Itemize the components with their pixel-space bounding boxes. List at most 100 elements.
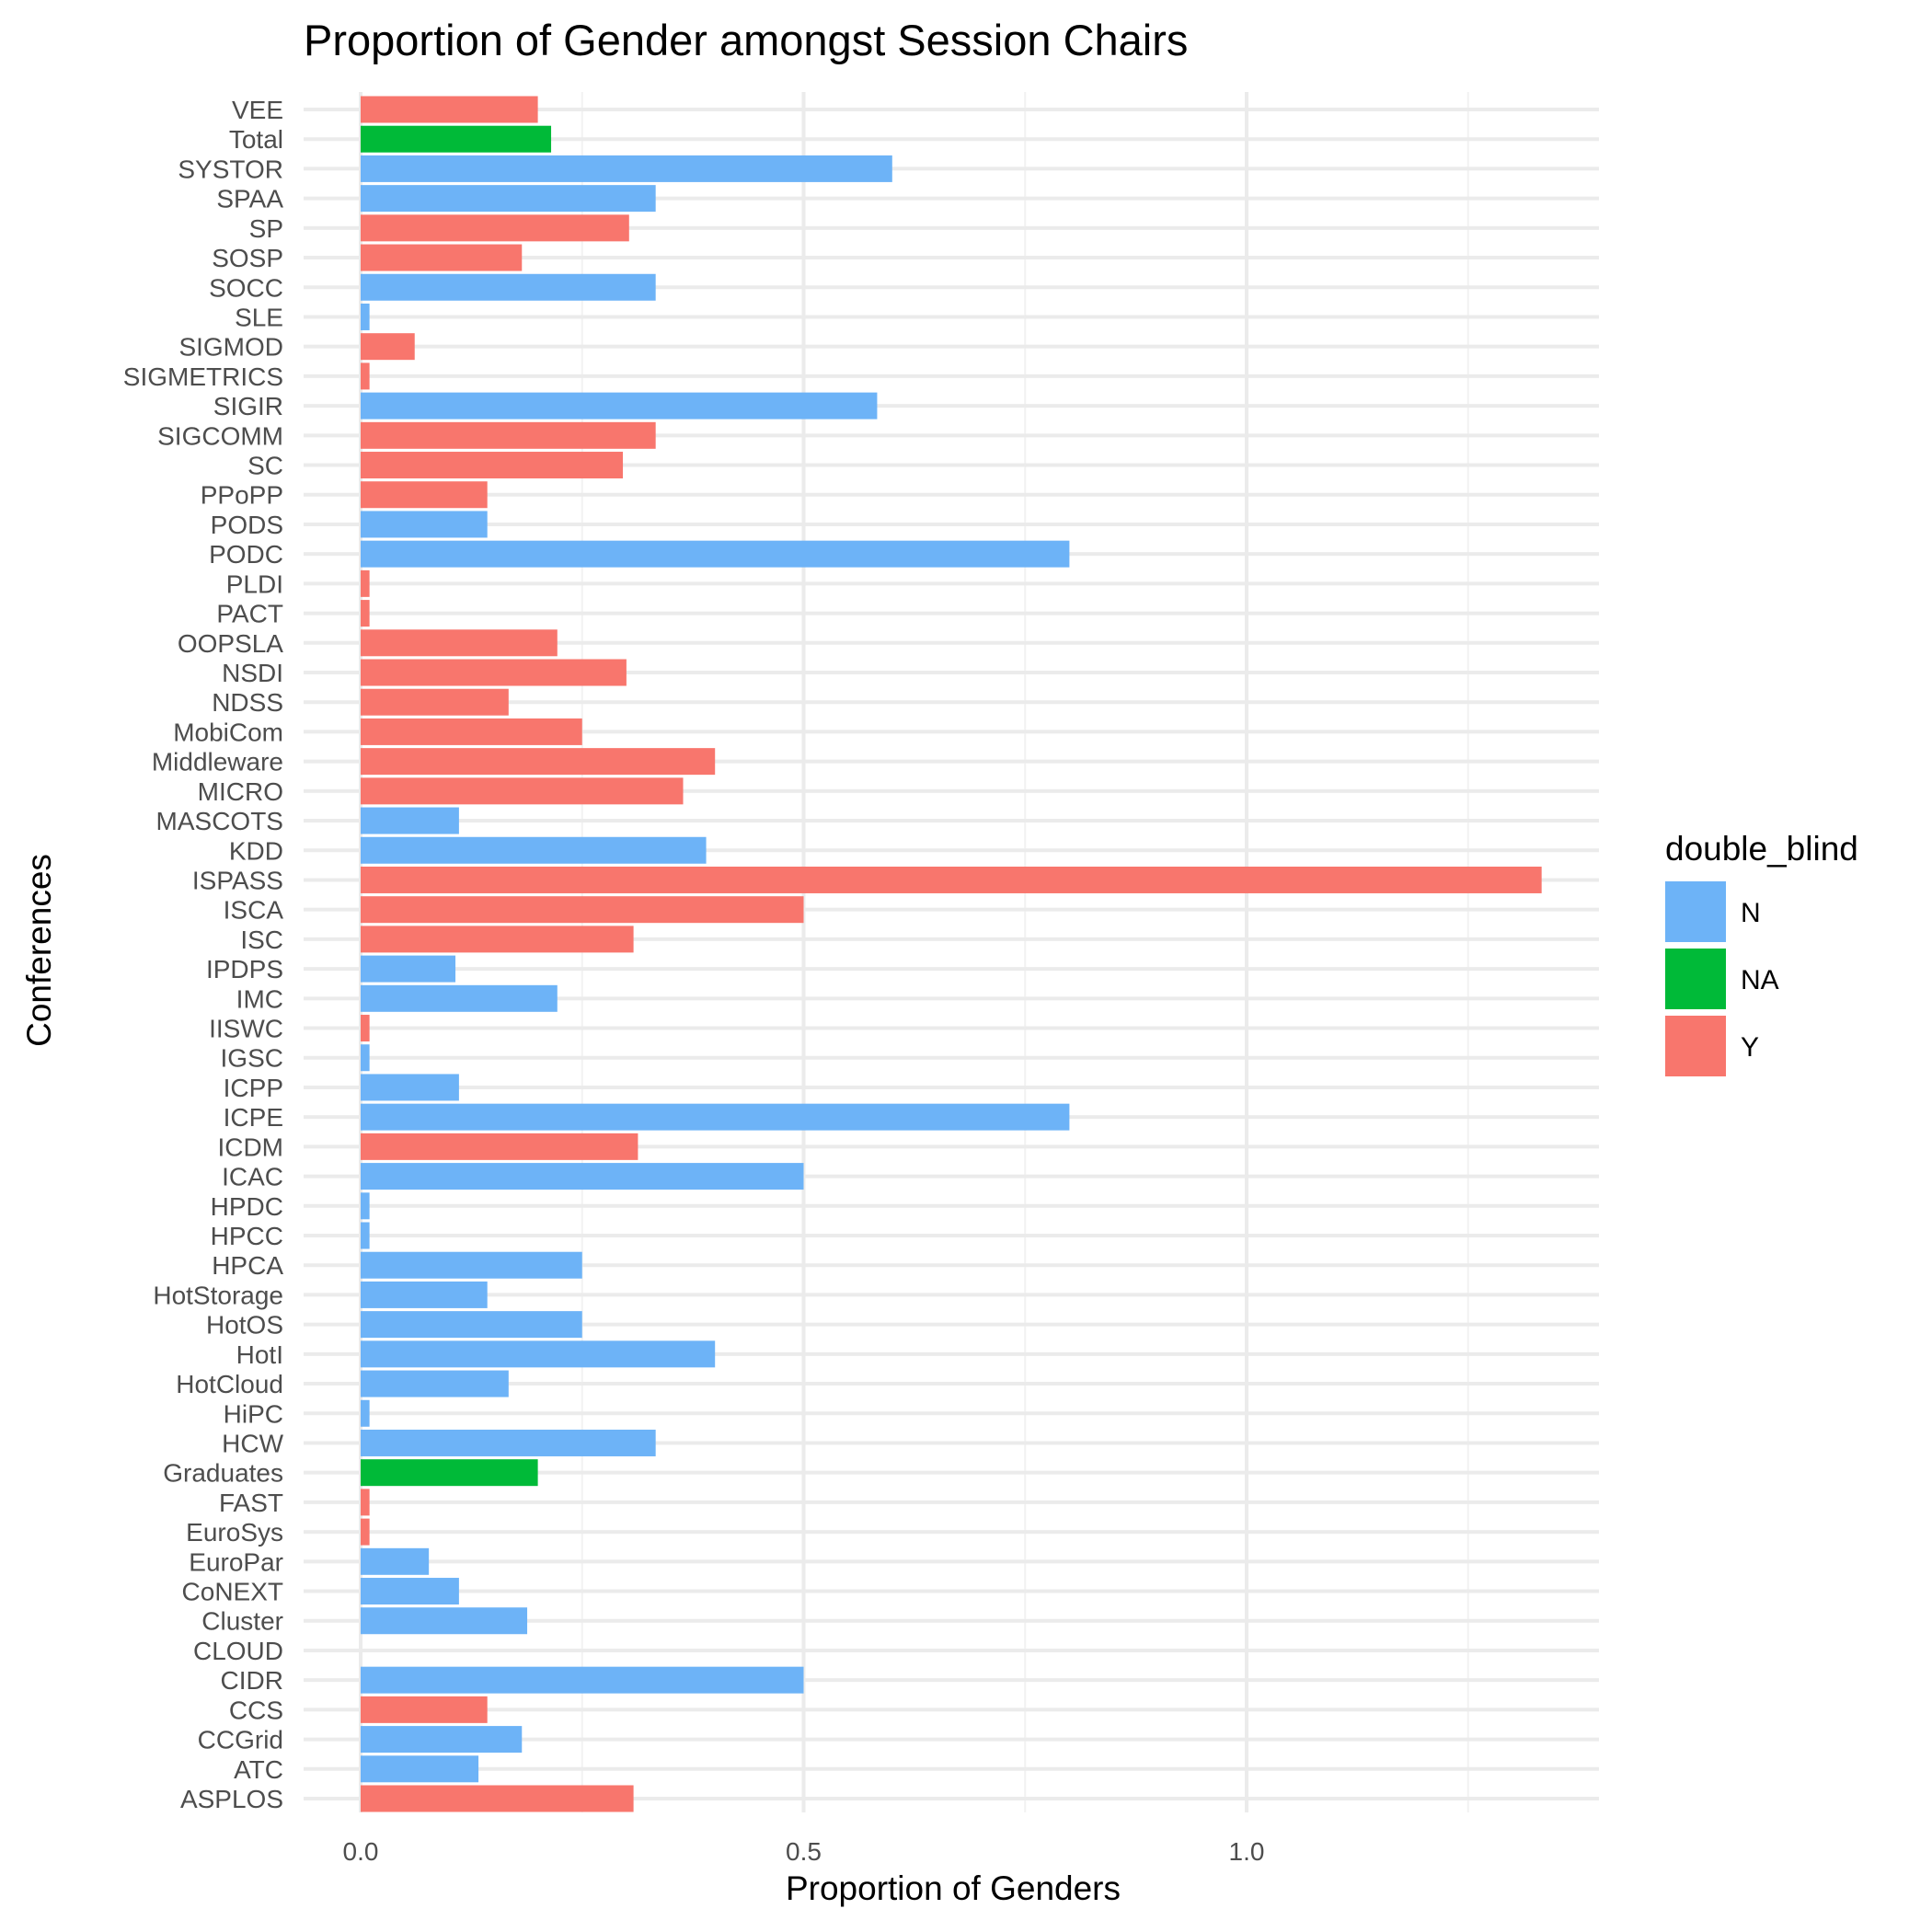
bars: [361, 96, 1542, 1812]
y-tick-label: Total: [229, 125, 283, 154]
y-tick-label: HPCA: [212, 1251, 283, 1280]
y-tick-label: SYSTOR: [178, 155, 283, 183]
bar-hpdc: [361, 1192, 370, 1220]
y-tick-label: HotOS: [206, 1311, 283, 1340]
bar-pods: [361, 511, 488, 538]
legend-label: Y: [1741, 1032, 1759, 1063]
y-tick-label: SIGMOD: [178, 333, 283, 362]
bar-isc: [361, 926, 634, 953]
y-tick-label: KDD: [229, 836, 283, 865]
x-tick-label: 1.0: [1229, 1837, 1265, 1866]
bar-atc: [361, 1755, 479, 1783]
bar-hipc: [361, 1399, 370, 1427]
y-tick-label: IMC: [236, 984, 283, 1013]
y-tick-label: MobiCom: [173, 718, 283, 746]
y-tick-label: ISC: [240, 926, 283, 954]
y-tick-label: ICPE: [224, 1103, 283, 1132]
bar-icac: [361, 1163, 804, 1190]
bar-oopsla: [361, 629, 558, 657]
y-tick-label: ICDM: [217, 1133, 283, 1161]
y-tick-label: PODS: [211, 511, 283, 539]
y-tick-label: EuroSys: [186, 1518, 283, 1547]
bar-eurosys: [361, 1518, 370, 1546]
bar-middleware: [361, 748, 716, 776]
legend-swatch-y: [1665, 1016, 1726, 1076]
y-tick-label: EuroPar: [189, 1547, 283, 1576]
y-tick-label: HCW: [222, 1429, 283, 1457]
bar-ccgrid: [361, 1726, 523, 1754]
y-tick-label: SC: [247, 452, 283, 480]
bar-isca: [361, 896, 804, 924]
bar-asplos: [361, 1785, 634, 1812]
x-tick-labels: 0.0 0.5 1.0: [343, 1837, 1265, 1866]
bar-hotstorage: [361, 1281, 488, 1308]
x-axis-title: Proportion of Genders: [786, 1869, 1121, 1907]
y-tick-label: PPoPP: [201, 481, 283, 510]
y-axis-title: Conferences: [20, 854, 58, 1047]
bar-ipdps: [361, 955, 456, 983]
y-tick-label: SIGIR: [213, 392, 283, 420]
bar-total: [361, 125, 552, 153]
bar-sigmetrics: [361, 362, 370, 390]
y-tick-label: Graduates: [163, 1459, 283, 1488]
bar-mobicom: [361, 718, 582, 745]
y-tick-label: ICAC: [222, 1163, 283, 1191]
legend-label: NA: [1741, 965, 1779, 995]
bar-ccs: [361, 1696, 488, 1723]
y-tick-label: CLOUD: [193, 1637, 283, 1665]
bar-ispass: [361, 866, 1542, 893]
bar-europar: [361, 1547, 430, 1575]
y-tick-label: ISPASS: [192, 866, 283, 894]
bar-hcw: [361, 1429, 656, 1456]
bar-sigmod: [361, 333, 415, 361]
y-tick-label: CoNEXT: [182, 1578, 283, 1606]
y-tick-label: ATC: [234, 1755, 283, 1784]
y-tick-label: HPDC: [211, 1192, 283, 1221]
y-tick-label: Middleware: [152, 748, 283, 776]
bar-fast: [361, 1489, 370, 1516]
bar-hpca: [361, 1251, 582, 1279]
y-tick-label: IGSC: [221, 1044, 283, 1073]
y-tick-label: ICPP: [224, 1074, 283, 1102]
bar-sigcomm: [361, 421, 656, 449]
x-tick-label: 0.5: [786, 1837, 822, 1866]
y-tick-label: FAST: [219, 1489, 283, 1517]
y-tick-label: HiPC: [224, 1399, 283, 1428]
legend-title: double_blind: [1665, 830, 1858, 868]
legend-label: N: [1741, 898, 1761, 928]
y-tick-label: SP: [249, 214, 283, 243]
bar-sigir: [361, 392, 878, 420]
y-tick-label: OOPSLA: [178, 629, 283, 658]
bar-icpp: [361, 1074, 459, 1101]
bar-podc: [361, 540, 1070, 568]
y-tick-label: SIGCOMM: [157, 421, 283, 450]
y-tick-label: HotStorage: [153, 1281, 283, 1309]
y-tick-label: HotI: [236, 1340, 283, 1369]
y-tick-labels: VEETotalSYSTORSPAASPSOSPSOCCSLESIGMODSIG…: [123, 96, 284, 1813]
y-tick-label: HotCloud: [176, 1370, 283, 1398]
bar-nsdi: [361, 659, 627, 686]
y-tick-label: SLE: [235, 303, 283, 331]
bar-socc: [361, 273, 656, 301]
bar-sc: [361, 452, 624, 479]
bar-pldi: [361, 569, 370, 597]
y-tick-label: MICRO: [198, 777, 283, 806]
bar-pact: [361, 600, 370, 627]
bar-igsc: [361, 1044, 370, 1072]
bar-sosp: [361, 244, 523, 271]
y-tick-label: ASPLOS: [180, 1785, 283, 1813]
bar-kdd: [361, 836, 707, 864]
legend-swatch-n: [1665, 881, 1726, 942]
bar-graduates: [361, 1459, 538, 1487]
y-tick-label: SOSP: [212, 244, 283, 272]
y-tick-label: SIGMETRICS: [123, 362, 283, 391]
bar-spaa: [361, 185, 656, 213]
y-tick-label: PACT: [216, 600, 283, 628]
bar-mascots: [361, 807, 459, 834]
y-tick-label: NDSS: [212, 688, 283, 717]
chart-title: Proportion of Gender amongst Session Cha…: [304, 16, 1188, 64]
y-tick-label: PLDI: [226, 569, 283, 598]
bar-micro: [361, 777, 684, 805]
bar-sp: [361, 214, 629, 242]
bar-cluster: [361, 1607, 528, 1635]
